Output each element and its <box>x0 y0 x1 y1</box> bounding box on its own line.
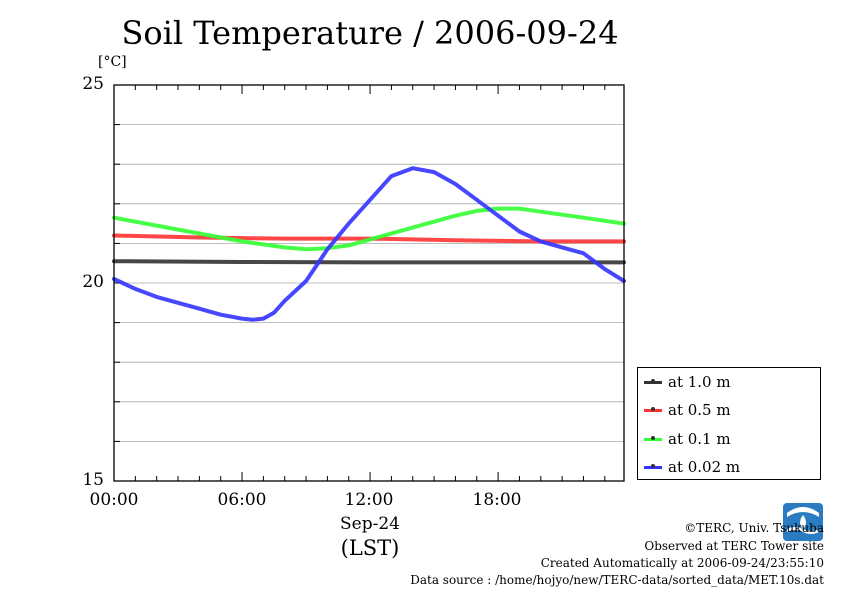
footer-copyright: ©TERC, Univ. Tsukuba <box>684 521 824 535</box>
x-tick-label-1200: 12:00 <box>344 490 394 510</box>
x-tick-label-1800: 18:00 <box>472 490 522 510</box>
legend-label-05m: at 0.5 m <box>668 401 731 419</box>
y-tick-label-15: 15 <box>82 470 104 490</box>
legend-swatch-002m <box>644 463 662 469</box>
legend-swatch-01m <box>644 435 662 441</box>
legend-item-05m: at 0.5 m <box>644 400 731 420</box>
series-line-0 <box>112 259 626 265</box>
legend-item-002m: at 0.02 m <box>644 457 740 477</box>
legend-label-1m: at 1.0 m <box>668 373 731 391</box>
y-axis-unit: [°C] <box>98 54 127 70</box>
legend-label-01m: at 0.1 m <box>668 430 731 448</box>
legend-swatch-1m <box>644 378 662 384</box>
x-tick-label-0600: 06:00 <box>217 490 267 510</box>
legend-item-01m: at 0.1 m <box>644 429 731 449</box>
footer-created: Created Automatically at 2006-09-24/23:5… <box>540 556 824 570</box>
x-axis-label: (LST) <box>340 536 400 560</box>
legend-swatch-05m <box>644 406 662 412</box>
x-tick-label-0000: 00:00 <box>89 490 139 510</box>
legend-item-1m: at 1.0 m <box>644 372 731 392</box>
y-tick-label-25: 25 <box>82 74 104 94</box>
series-line-3 <box>112 166 626 322</box>
chart-legend: at 1.0 m at 0.5 m at 0.1 m at 0.02 m <box>637 367 821 480</box>
y-tick-label-20: 20 <box>82 272 104 292</box>
plot-frame <box>113 84 625 482</box>
terc-logo-icon <box>783 503 823 541</box>
chart-title: Soil Temperature / 2006-09-24 <box>121 14 619 52</box>
footer-observed: Observed at TERC Tower site <box>644 539 824 553</box>
footer-source: Data source : /home/hojyo/new/TERC-data/… <box>410 573 824 587</box>
x-axis-date: Sep-24 <box>340 514 400 534</box>
legend-label-002m: at 0.02 m <box>668 458 741 476</box>
series-line-2 <box>112 206 626 252</box>
